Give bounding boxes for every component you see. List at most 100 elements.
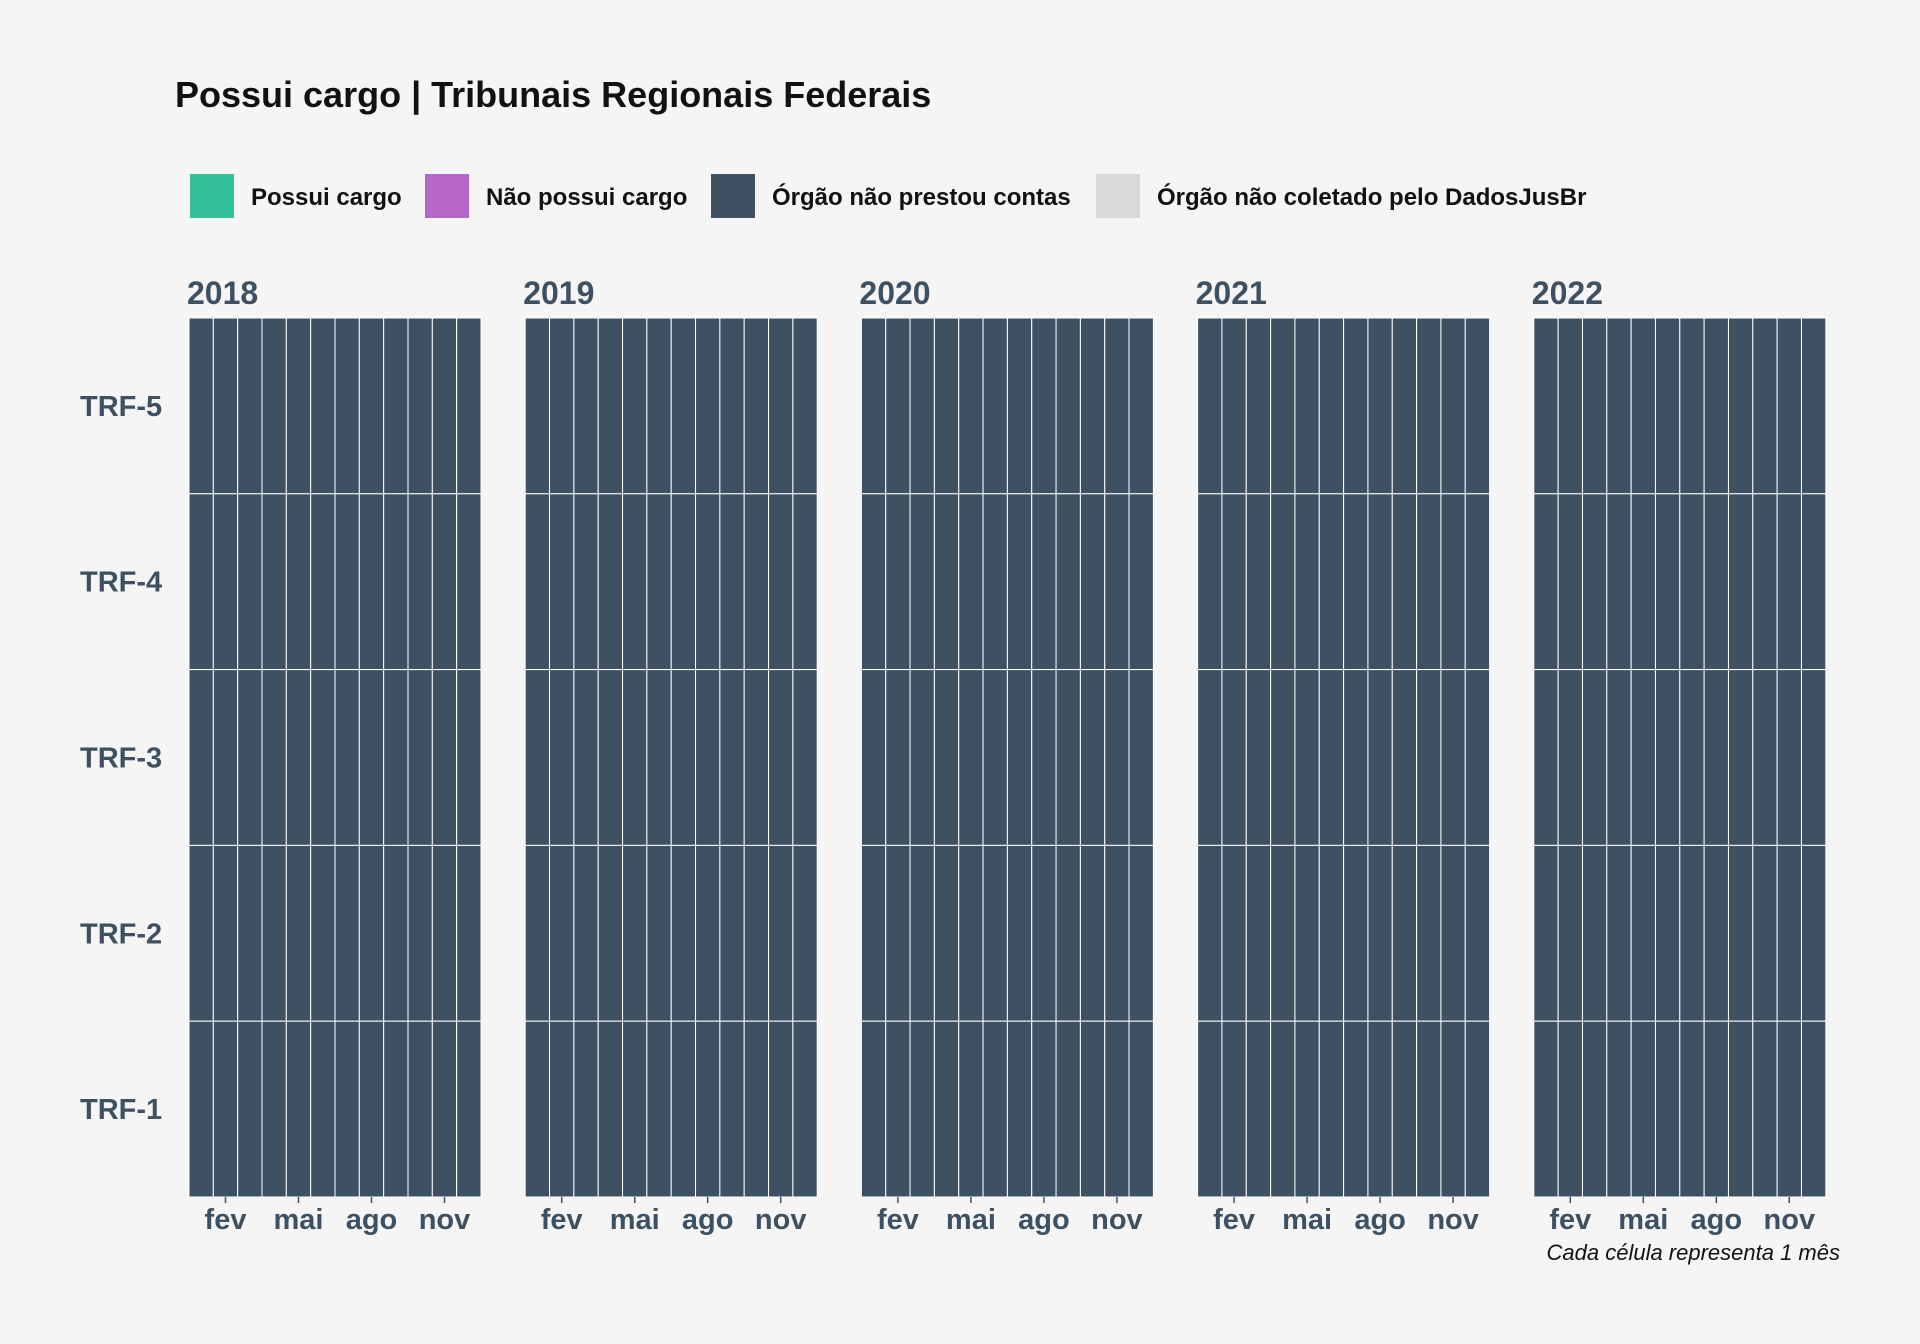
x-tick-label: nov (1427, 1204, 1479, 1236)
heatmap-cell (792, 317, 818, 495)
x-tick-label: ago (1691, 1204, 1743, 1236)
legend-swatch (1096, 174, 1140, 218)
heatmap-cell (1776, 1020, 1802, 1198)
heatmap-cell (1557, 493, 1583, 671)
panel-year-label: 2018 (187, 275, 258, 311)
heatmap-cell (933, 317, 960, 495)
x-tick-label: ago (1018, 1204, 1070, 1236)
heatmap-cell (1367, 493, 1393, 671)
heatmap-cell (719, 844, 745, 1022)
heatmap-cell (1055, 493, 1081, 671)
heatmap-cell (1343, 844, 1369, 1022)
heatmap-cell (622, 317, 648, 495)
heatmap-cell (1104, 317, 1130, 495)
heatmap-cell (933, 1020, 960, 1198)
heatmap-cell (1606, 493, 1632, 671)
heatmap-cell (431, 493, 458, 671)
heatmap-cell (188, 493, 214, 671)
heatmap-cell (407, 317, 433, 495)
heatmap-cell (1055, 669, 1081, 846)
heatmap-cell (1197, 1020, 1223, 1198)
heatmap-cell (1294, 669, 1320, 846)
heatmap-cell (334, 493, 360, 671)
heatmap-cell (1776, 669, 1802, 846)
heatmap-cell (646, 669, 672, 846)
legend-swatch (425, 174, 469, 218)
x-tick-label: fev (541, 1204, 583, 1236)
heatmap-cell (1533, 493, 1559, 671)
heatmap-cell (768, 317, 794, 495)
heatmap-cell (1055, 1020, 1081, 1198)
x-tick-label: ago (682, 1204, 734, 1236)
heatmap-cell (1752, 844, 1778, 1022)
heatmap-cell (1104, 493, 1130, 671)
heatmap-cell (719, 1020, 745, 1198)
heatmap-cell (1557, 669, 1583, 846)
heatmap-cell (310, 1020, 336, 1198)
heatmap-cell (1440, 1020, 1466, 1198)
heatmap-cell (860, 844, 887, 1022)
heatmap-cell (261, 669, 287, 846)
heatmap-cell (212, 1020, 239, 1198)
heatmap-cell (909, 493, 935, 671)
heatmap-cell (1533, 669, 1559, 846)
heatmap-cell (334, 1020, 360, 1198)
heatmap-cell (646, 493, 672, 671)
heatmap-cell (310, 317, 336, 495)
heatmap-cell (1464, 669, 1491, 846)
heatmap-cell (695, 669, 721, 846)
heatmap-cell (549, 317, 575, 495)
heatmap-cell (261, 844, 287, 1022)
heatmap-cell (573, 1020, 599, 1198)
heatmap-cell (1079, 1020, 1106, 1198)
heatmap-cell (1221, 317, 1247, 495)
heatmap-cell (285, 317, 312, 495)
heatmap-cell (1318, 844, 1345, 1022)
heatmap-cell (188, 1020, 214, 1198)
heatmap-cell (958, 317, 984, 495)
heatmap-cell (261, 1020, 287, 1198)
heatmap-cell (982, 844, 1008, 1022)
legend-label: Não possui cargo (486, 184, 687, 211)
heatmap-cell (1464, 1020, 1491, 1198)
heatmap-cell (334, 669, 360, 846)
heatmap-cell (1318, 1020, 1345, 1198)
heatmap-cell (383, 1020, 409, 1198)
heatmap-cell (1533, 317, 1559, 495)
heatmap-cell (456, 844, 482, 1022)
heatmap-cell (982, 493, 1008, 671)
heatmap-cell (1606, 1020, 1632, 1198)
heatmap-cell (1318, 669, 1345, 846)
heatmap-cell (1800, 1020, 1827, 1198)
heatmap-cell (1031, 317, 1057, 495)
heatmap-cell (719, 493, 745, 671)
heatmap-cell (1654, 317, 1681, 495)
heatmap-cell (1128, 669, 1154, 846)
heatmap-cell (719, 669, 745, 846)
heatmap-cell (792, 493, 818, 671)
heatmap-cell (1367, 317, 1393, 495)
heatmap-cell (1464, 317, 1491, 495)
heatmap-cell (1055, 317, 1081, 495)
heatmap-cell (573, 844, 599, 1022)
heatmap-cell (1079, 669, 1106, 846)
heatmap-cell (909, 844, 935, 1022)
heatmap-cell (358, 844, 385, 1022)
heatmap-cell (1752, 1020, 1778, 1198)
heatmap-cell (1581, 1020, 1608, 1198)
heatmap-cell (1294, 493, 1320, 671)
heatmap-cell (1727, 317, 1754, 495)
x-tick-label: nov (419, 1204, 471, 1236)
heatmap-cell (524, 493, 551, 671)
heatmap-cell (407, 493, 433, 671)
heatmap-cell (1128, 317, 1154, 495)
legend-swatch (190, 174, 234, 218)
heatmap-cell (1343, 669, 1369, 846)
heatmap-cell (1440, 317, 1466, 495)
heatmap-cell (1557, 844, 1583, 1022)
heatmap-cell (358, 1020, 385, 1198)
heatmap-cell (188, 669, 214, 846)
heatmap-cell (1581, 669, 1608, 846)
heatmap-cell (1343, 1020, 1369, 1198)
legend-label: Possui cargo (251, 184, 402, 211)
